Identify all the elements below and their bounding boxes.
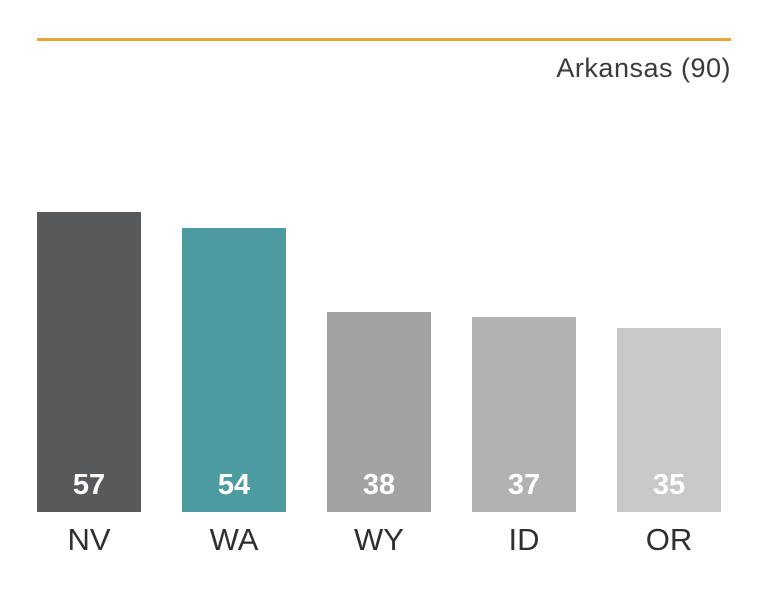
bars: 57 NV 54 WA 38 WY 37 ID 35 OR [37,212,721,557]
bar-column: 35 OR [617,328,721,557]
bar: 35 [617,328,721,512]
bar-value-label: 54 [217,469,251,501]
bar-column: 57 NV [37,212,141,557]
bar-column: 38 WY [327,312,431,557]
bar: 57 [37,212,141,512]
bar-column: 54 WA [182,228,286,557]
accent-divider-line [37,38,731,41]
bar-chart: 57 NV 54 WA 38 WY 37 ID 35 OR [37,212,721,557]
bar-category-label: OR [645,522,693,557]
bar: 37 [472,317,576,512]
bar: 38 [327,312,431,512]
bar-value-label: 37 [507,469,541,501]
bar-category-label: ID [508,522,540,557]
chart-title: Arkansas (90) [556,53,731,83]
bar-value-label: 35 [652,469,686,501]
bar-value-label: 38 [362,469,396,501]
bar-category-label: NV [67,522,111,557]
bar-category-label: WY [354,522,404,557]
bar-column: 37 ID [472,317,576,557]
bar-value-label: 57 [72,469,106,501]
bar: 54 [182,228,286,512]
bar-category-label: WA [209,522,259,557]
